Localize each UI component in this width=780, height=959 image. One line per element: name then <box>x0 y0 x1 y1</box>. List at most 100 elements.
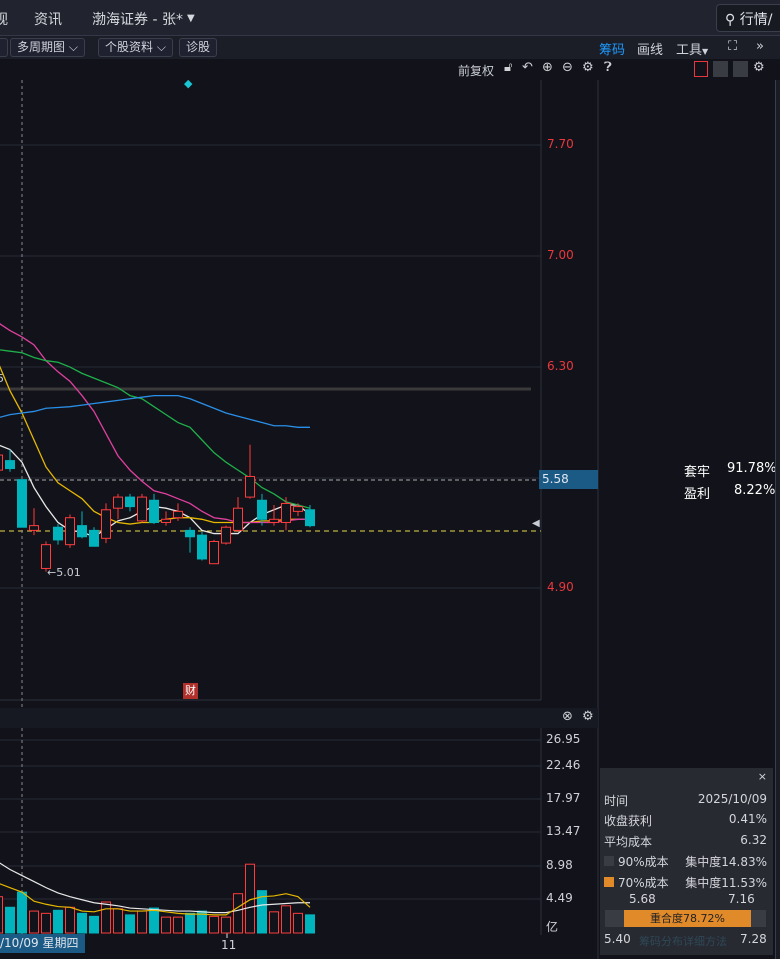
chip-detail-popup: × 时间 2025/10/09 收盘获利 0.41% 平均成本 6.32 90%成本集… <box>600 768 773 955</box>
time-label: 时间 <box>604 794 629 808</box>
volume-tick: 22.46 <box>546 758 581 772</box>
play-end-icon[interactable] <box>733 61 748 77</box>
chart-area[interactable] <box>0 80 600 959</box>
fullscreen-icon[interactable]: ⛶ <box>728 39 738 54</box>
cursor-date-label: /10/09 星期四 <box>0 934 85 953</box>
tab-news[interactable]: 资讯 <box>34 12 62 28</box>
undo-icon[interactable]: ↶ <box>522 60 533 75</box>
volume-bar <box>0 896 3 934</box>
volume-tick: 17.97 <box>546 791 581 805</box>
ma-line <box>0 349 311 509</box>
play-icon[interactable] <box>713 61 728 77</box>
volume-bar <box>197 910 207 934</box>
price-tick: 7.00 <box>547 248 574 262</box>
candle-body <box>281 502 291 523</box>
candle-body <box>161 518 171 523</box>
tools-menu[interactable]: 工具▼ <box>676 43 709 58</box>
c90-label: 90%成本 <box>618 855 669 869</box>
c70-low: 5.68 <box>629 892 656 906</box>
volume-bar <box>173 916 183 934</box>
candle-body <box>41 544 51 569</box>
volume-bar <box>185 912 195 934</box>
zoom-in-icon[interactable]: ⊕ <box>542 60 553 75</box>
candle-body <box>221 526 231 544</box>
c90-swatch <box>604 856 614 866</box>
trapped-value: 91.78% <box>727 461 777 476</box>
search-icon: ⚲ <box>725 12 740 28</box>
candle-body <box>257 499 267 520</box>
c90-high: 7.28 <box>740 932 767 946</box>
ma-line <box>0 323 310 524</box>
event-diamond-icon[interactable]: ◆ <box>184 77 193 90</box>
profit-ratio-label: 收盘获利 <box>604 814 653 828</box>
right-scrollbar[interactable] <box>775 80 780 959</box>
ma-value-partial: 5 <box>0 372 4 385</box>
chips-tab[interactable]: 筹码 <box>599 43 626 58</box>
trapped-label: 套牢 <box>684 465 711 480</box>
price-arrow-icon: ◀ <box>532 518 540 529</box>
volume-bar <box>305 914 315 934</box>
candle-body <box>305 509 315 527</box>
candle-body <box>245 475 255 498</box>
candle-body <box>53 526 63 541</box>
volume-bar <box>101 901 111 934</box>
volume-bar <box>137 910 147 934</box>
close-icon[interactable]: ⊗ <box>562 709 573 724</box>
volume-bar <box>161 916 171 934</box>
volume-tick: 4.49 <box>546 891 573 905</box>
draw-tab[interactable]: 画线 <box>637 43 664 58</box>
candle-body <box>77 525 87 538</box>
c70-concentration: 集中度11.53% <box>685 876 767 890</box>
multi-period-button[interactable]: 多周期图 ⌵ <box>10 38 85 57</box>
c90-concentration: 集中度14.83% <box>685 855 767 869</box>
adjust-select[interactable]: 前复权 <box>458 64 495 78</box>
volume-bar <box>17 891 27 934</box>
account-menu[interactable]: 渤海证券 - 张* <box>92 12 183 28</box>
candle-body <box>89 529 99 547</box>
lock-icon[interactable]: 🔓︎ <box>504 60 513 75</box>
volume-bar <box>149 907 159 934</box>
tab-partial[interactable]: 视 <box>0 12 8 28</box>
chip-settings-icon[interactable]: ⚙ <box>753 60 765 75</box>
stock-info-button[interactable]: 个股资料 ⌵ <box>98 38 173 57</box>
candle-body <box>293 506 303 512</box>
volume-tick: 8.98 <box>546 858 573 872</box>
chart-header: 前复权 🔓︎ ↶ ⊕ ⊖ ⚙ ❓︎ ⚙ <box>0 59 780 80</box>
candle-body <box>197 534 207 560</box>
volume-bar <box>77 912 87 934</box>
volume-unit: 亿 <box>546 920 559 934</box>
chip-list-icon[interactable] <box>694 61 708 77</box>
expand-right-icon[interactable]: » <box>756 39 764 54</box>
help-icon[interactable]: ❓︎ <box>604 60 612 75</box>
ma-line <box>0 394 310 428</box>
volume-bar <box>269 911 279 934</box>
diagnose-button[interactable]: 诊股 <box>179 38 218 57</box>
volume-bar <box>89 915 99 934</box>
volume-bar <box>125 914 135 934</box>
overlap-bar: 重合度78.72% <box>624 910 751 927</box>
volume-bar <box>293 912 303 934</box>
volume-bar <box>65 906 75 934</box>
candle-body <box>17 479 27 528</box>
avg-cost-value: 6.32 <box>740 833 767 847</box>
candle-body <box>29 525 39 531</box>
top-bar: 视 资讯 渤海证券 - 张* ▼ ⚲ 行情/ <box>0 0 780 36</box>
volume-bar <box>209 915 219 934</box>
candle-body <box>269 518 279 523</box>
gear-icon[interactable]: ⚙ <box>582 60 594 75</box>
close-icon[interactable]: × <box>757 770 767 783</box>
candle-body <box>65 517 75 546</box>
candle-body <box>209 541 219 565</box>
gear-icon[interactable]: ⚙ <box>582 709 594 724</box>
search-input[interactable]: ⚲ 行情/ <box>716 4 780 32</box>
c90-low: 5.40 <box>604 932 631 946</box>
toolbar-partial-button[interactable] <box>0 38 8 57</box>
avg-cost-label: 平均成本 <box>604 835 653 849</box>
price-tick: 6.30 <box>547 359 574 373</box>
c70-swatch <box>604 877 614 887</box>
time-value: 2025/10/09 <box>697 792 767 806</box>
volume-bar <box>53 909 63 934</box>
zoom-out-icon[interactable]: ⊖ <box>562 60 573 75</box>
chevron-down-icon[interactable]: ▼ <box>187 13 195 24</box>
finance-badge[interactable]: 财 <box>183 683 198 699</box>
